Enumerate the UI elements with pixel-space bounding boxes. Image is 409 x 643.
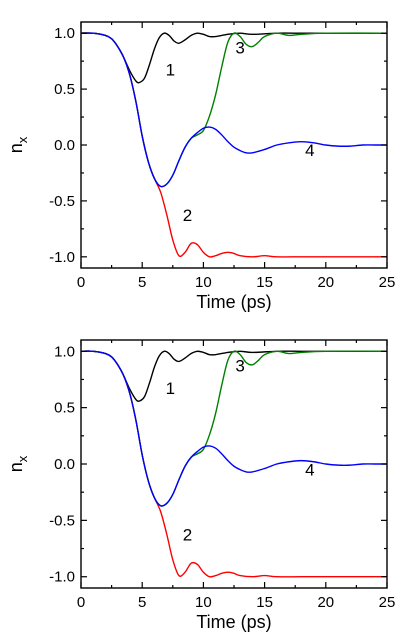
- curves: [81, 350, 387, 578]
- series-line-1: [81, 350, 387, 402]
- chart-panel-top: 0 5 10 15 20 25 1.0 0.5 0.0 -0.5 -1.0 Time (ps) nx 1 3…: [6, 21, 396, 312]
- x-tick-label: 20: [317, 594, 334, 611]
- x-tick-label: 25: [379, 274, 396, 291]
- curves: [81, 32, 387, 258]
- x-axis-label: Time (ps): [196, 612, 271, 632]
- x-tick-label: 10: [195, 274, 212, 291]
- series-line-4: [81, 350, 387, 507]
- y-tick-label: -0.5: [49, 512, 75, 529]
- y-tick-label: -1.0: [49, 249, 75, 266]
- y-tick-label: 1.0: [54, 25, 75, 42]
- curve-label-1: 1: [166, 61, 175, 80]
- y-tick-label: -1.0: [49, 569, 75, 586]
- y-tick-label: 0.0: [54, 456, 75, 473]
- x-tick-label: 20: [317, 274, 334, 291]
- x-tick-label: 10: [195, 594, 212, 611]
- curve-label-2: 2: [183, 206, 192, 225]
- y-tick-label: -0.5: [49, 193, 75, 210]
- x-tick-label: 15: [256, 274, 273, 291]
- plot-frame: [80, 339, 388, 589]
- y-tick-label: 1.0: [54, 343, 75, 360]
- x-tick-label: 5: [138, 594, 146, 611]
- x-tick-label: 0: [77, 594, 85, 611]
- y-axis-label: nx: [6, 136, 30, 153]
- y-tick-label: 0.5: [54, 81, 75, 98]
- chart-panel-bottom: 0 5 10 15 20 25 1.0 0.5 0.0 -0.5 -1.0 Time (ps) nx 1 3…: [6, 339, 396, 632]
- curve-label-1: 1: [166, 379, 175, 398]
- curve-label-4: 4: [305, 141, 314, 160]
- x-tick-label: 15: [256, 594, 273, 611]
- x-tick-label: 5: [138, 274, 146, 291]
- curve-label-4: 4: [305, 460, 314, 479]
- series-line-1: [81, 32, 387, 84]
- series-line-3: [81, 350, 387, 507]
- series-line-4: [81, 32, 387, 188]
- x-tick-label: 25: [379, 594, 396, 611]
- curve-label-3: 3: [235, 357, 244, 376]
- x-axis-label: Time (ps): [196, 292, 271, 312]
- series-line-3: [81, 32, 387, 188]
- y-tick-label: 0.0: [54, 137, 75, 154]
- y-tick-label: 0.5: [54, 400, 75, 417]
- x-tick-label: 0: [77, 274, 85, 291]
- curve-label-2: 2: [183, 526, 192, 545]
- y-axis-label: nx: [6, 455, 30, 472]
- plot-frame: [80, 21, 388, 269]
- curve-label-3: 3: [235, 38, 244, 57]
